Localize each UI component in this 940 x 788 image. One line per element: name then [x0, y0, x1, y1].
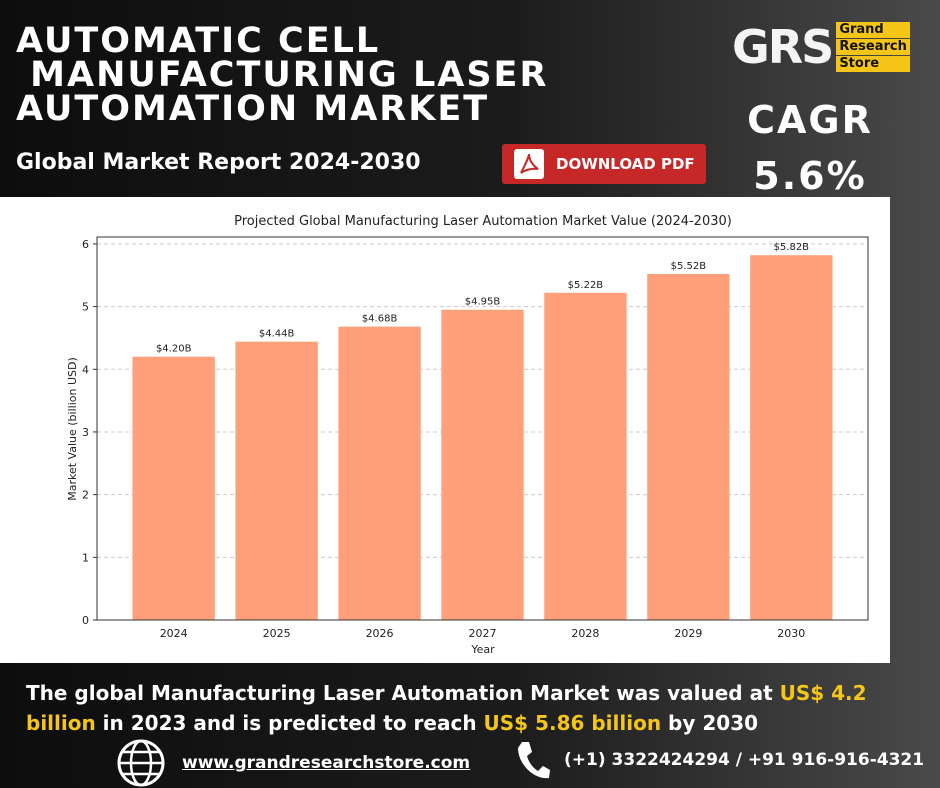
- logo-mark: GRS: [732, 20, 834, 74]
- summary-text: in 2023 and is predicted to reach: [95, 711, 484, 735]
- value-label: $4.44B: [259, 329, 295, 340]
- subtitle: Global Market Report 2024-2030: [16, 150, 421, 175]
- bar: [750, 255, 833, 620]
- summary-highlight: US$ 4.2 billion: [26, 681, 867, 735]
- website[interactable]: www.grandresearchstore.com: [182, 753, 471, 773]
- y-tick-label: 1: [82, 551, 89, 564]
- globe-icon: [117, 739, 165, 787]
- title-line: MANUFACTURING LASER: [16, 55, 549, 95]
- chart: Projected Global Manufacturing Laser Aut…: [0, 197, 890, 663]
- cagr-value: 5.6%: [753, 154, 867, 198]
- bar: [132, 356, 215, 620]
- download-label[interactable]: DOWNLOAD PDF: [556, 155, 695, 173]
- download-button[interactable]: DOWNLOAD PDF: [502, 144, 706, 184]
- value-label: $5.52B: [671, 261, 707, 272]
- x-tick-label: 2030: [777, 627, 805, 640]
- x-tick-label: 2024: [160, 627, 188, 640]
- x-tick-label: 2026: [366, 627, 394, 640]
- website-block: www.grandresearchstore.com: [116, 738, 470, 788]
- bar: [441, 309, 524, 620]
- x-tick-label: 2028: [571, 627, 599, 640]
- x-tick-label: 2025: [263, 627, 291, 640]
- y-tick-label: 6: [82, 238, 89, 251]
- chart-title: Projected Global Manufacturing Laser Aut…: [234, 214, 732, 229]
- bar: [647, 273, 730, 620]
- x-axis-label: Year: [470, 643, 495, 656]
- x-tick-label: 2029: [674, 627, 702, 640]
- summary-text: The global Manufacturing Laser Automatio…: [26, 681, 780, 705]
- value-label: $5.82B: [774, 242, 810, 253]
- y-tick-label: 3: [82, 426, 89, 439]
- logo-lines: Grand Research Store: [836, 21, 910, 73]
- y-axis-label: Market Value (billion USD): [66, 357, 79, 501]
- bar: [235, 341, 318, 620]
- x-tick-label: 2027: [469, 627, 497, 640]
- plot-frame: [96, 236, 869, 621]
- phone[interactable]: (+1) 3322424294 / +91 916-916-4321: [564, 750, 925, 770]
- value-label: $4.20B: [156, 344, 192, 355]
- y-tick-label: 2: [82, 489, 89, 502]
- title: AUTOMATIC CELL MANUFACTURING LASER AUTOMA…: [16, 21, 549, 129]
- title-line: AUTOMATIC CELL: [16, 21, 381, 61]
- title-line: AUTOMATION MARKET: [16, 89, 490, 129]
- phone-block: (+1) 3322424294 / +91 916-916-4321: [514, 738, 924, 782]
- summary-text: by 2030: [661, 711, 759, 735]
- pdf-icon: [514, 149, 544, 179]
- logo: GRS Grand Research Store: [732, 20, 910, 74]
- summary: The global Manufacturing Laser Automatio…: [26, 678, 926, 738]
- logo-line: Store: [836, 56, 910, 72]
- cagr-label: CAGR: [747, 98, 873, 142]
- value-label: $5.22B: [568, 280, 604, 291]
- phone-icon: [518, 742, 550, 779]
- y-tick-label: 4: [82, 363, 89, 376]
- y-tick-label: 0: [82, 614, 89, 627]
- bar: [544, 292, 627, 620]
- logo-line: Research: [836, 39, 910, 55]
- bar: [338, 326, 421, 620]
- value-label: $4.95B: [465, 297, 501, 308]
- cagr: CAGR 5.6%: [740, 92, 880, 204]
- value-label: $4.68B: [362, 314, 398, 325]
- summary-highlight: US$ 5.86 billion: [483, 711, 662, 735]
- logo-line: Grand: [836, 22, 910, 38]
- y-tick-label: 5: [82, 301, 89, 314]
